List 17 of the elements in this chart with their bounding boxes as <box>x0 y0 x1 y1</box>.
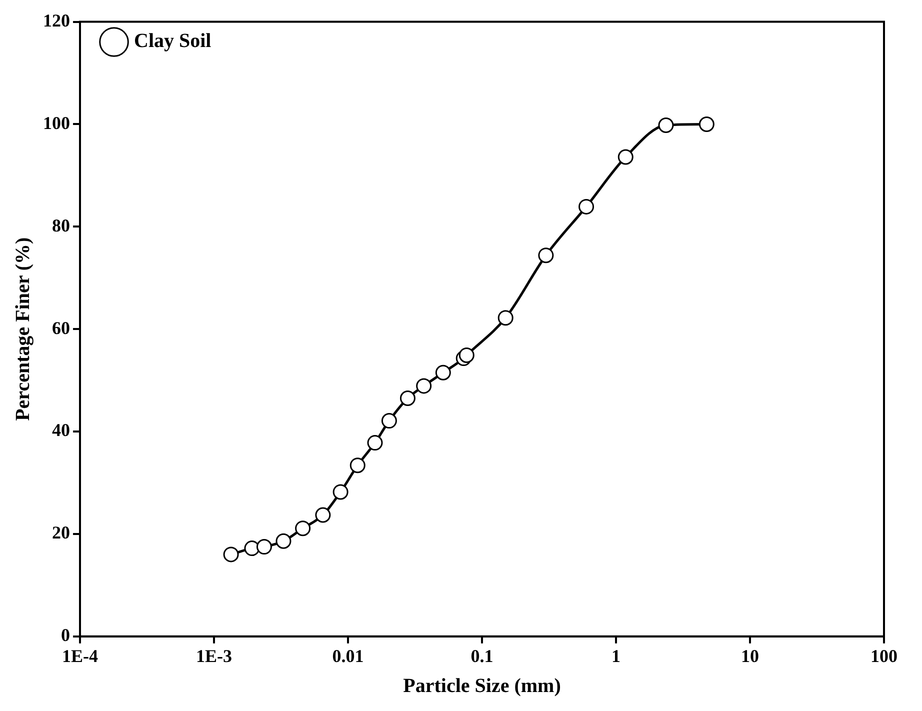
y-tick-label: 100 <box>43 112 70 133</box>
legend-label: Clay Soil <box>134 30 212 52</box>
x-tick-label: 1E-4 <box>62 646 98 666</box>
x-tick-label: 1E-3 <box>196 646 232 666</box>
y-tick-label: 60 <box>52 318 70 338</box>
x-axis-title: Particle Size (mm) <box>403 675 561 698</box>
x-tick-label: 10 <box>741 646 759 666</box>
y-tick-label: 0 <box>61 625 70 646</box>
x-tick-label: 1 <box>612 646 620 666</box>
y-tick-label: 40 <box>52 420 70 440</box>
x-tick-label: 0.1 <box>470 646 494 666</box>
x-tick-label: 0.01 <box>332 646 364 666</box>
y-tick-label: 80 <box>52 215 70 236</box>
y-tick-label: 120 <box>43 10 70 30</box>
y-tick-label: 20 <box>52 522 70 543</box>
y-axis-title: Percentage Finer (%) <box>12 237 34 421</box>
x-tick-label: 100 <box>870 646 898 666</box>
